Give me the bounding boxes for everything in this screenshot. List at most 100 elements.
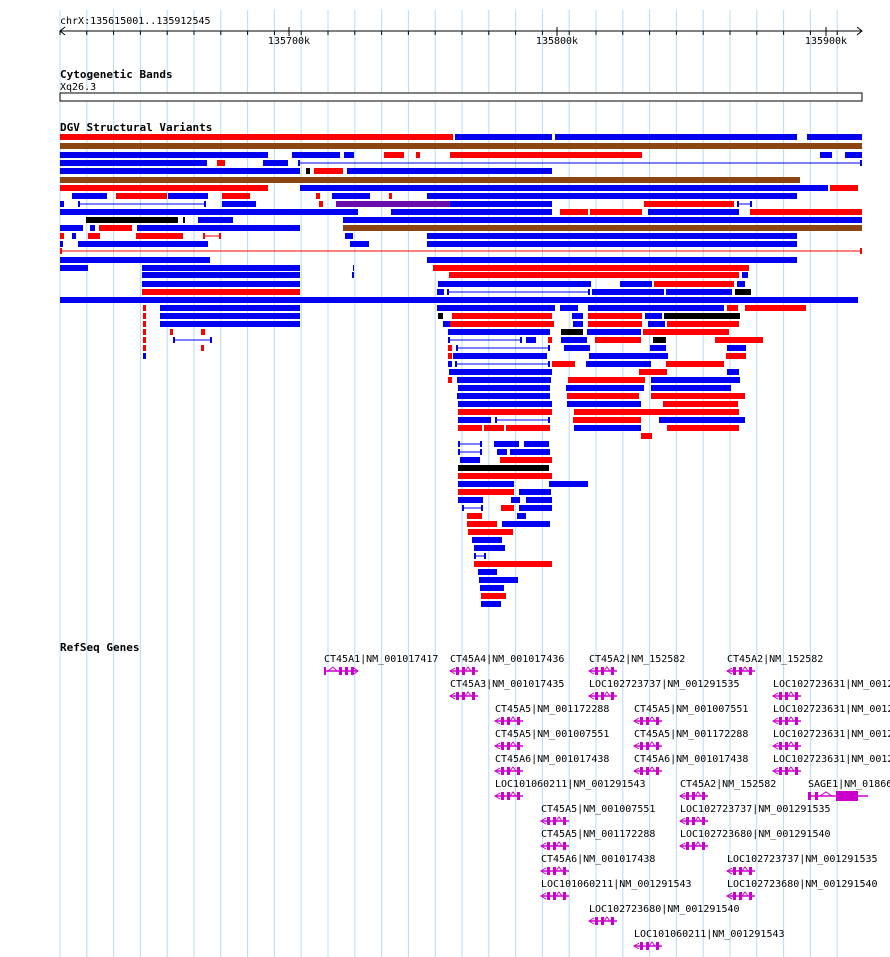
sv-feature[interactable] — [468, 529, 513, 535]
sv-feature[interactable] — [60, 134, 453, 140]
sv-feature[interactable] — [143, 305, 146, 311]
sv-feature[interactable] — [510, 449, 550, 455]
sv-feature[interactable] — [860, 248, 862, 254]
sv-feature[interactable] — [820, 152, 832, 158]
sv-feature[interactable] — [448, 337, 450, 343]
sv-feature[interactable] — [455, 134, 552, 140]
sv-feature[interactable] — [437, 305, 447, 311]
gene-feature[interactable]: CT45A5|NM_001007551 — [540, 804, 655, 825]
sv-feature[interactable] — [750, 201, 752, 207]
sv-feature[interactable] — [449, 369, 552, 375]
sv-feature[interactable] — [448, 377, 452, 383]
sv-feature[interactable] — [160, 305, 300, 311]
sv-feature[interactable] — [350, 241, 369, 247]
gene-feature[interactable]: LOC102723680|NM_001291540 — [588, 904, 740, 925]
sv-feature[interactable] — [586, 361, 651, 367]
ruler[interactable]: chrX:135615001..135912545 135700k 135800… — [59, 16, 863, 47]
sv-feature[interactable] — [201, 329, 205, 335]
sv-feature[interactable] — [651, 385, 731, 391]
sv-feature[interactable] — [568, 377, 645, 383]
sv-feature[interactable] — [116, 193, 167, 199]
sv-feature[interactable] — [548, 417, 550, 423]
sv-feature[interactable] — [344, 152, 354, 158]
sv-feature[interactable] — [548, 337, 552, 343]
sv-feature[interactable] — [143, 345, 146, 351]
gene-feature[interactable]: CT45A2|NM_152582 — [726, 654, 823, 675]
sv-feature[interactable] — [651, 393, 745, 399]
sv-feature[interactable] — [143, 321, 146, 327]
scroll-right-icon[interactable] — [856, 26, 863, 36]
sv-feature[interactable] — [99, 225, 132, 231]
sv-feature[interactable] — [448, 329, 550, 335]
gene-feature[interactable]: LOC102723680|NM_001291540 — [679, 829, 831, 850]
sv-feature[interactable] — [460, 457, 480, 463]
sv-feature[interactable] — [219, 233, 221, 239]
sv-feature[interactable] — [136, 233, 183, 239]
sv-feature[interactable] — [353, 265, 354, 271]
sv-feature[interactable] — [830, 185, 858, 191]
sv-feature[interactable] — [60, 265, 88, 271]
sv-feature[interactable] — [60, 233, 64, 239]
sv-feature[interactable] — [648, 321, 665, 327]
sv-feature[interactable] — [298, 160, 300, 166]
sv-feature[interactable] — [715, 337, 763, 343]
sv-feature[interactable] — [448, 345, 452, 351]
sv-feature[interactable] — [659, 417, 745, 423]
sv-feature[interactable] — [88, 233, 100, 239]
sv-feature[interactable] — [750, 209, 862, 215]
sv-feature[interactable] — [592, 289, 664, 295]
sv-feature[interactable] — [78, 241, 208, 247]
sv-feature[interactable] — [502, 521, 550, 527]
sv-feature[interactable] — [589, 353, 668, 359]
sv-feature[interactable] — [170, 329, 173, 335]
sv-feature[interactable] — [391, 209, 552, 215]
sv-feature[interactable] — [458, 481, 514, 487]
sv-feature[interactable] — [807, 134, 862, 140]
sv-feature[interactable] — [639, 369, 667, 375]
sv-feature[interactable] — [519, 489, 551, 495]
sv-feature[interactable] — [641, 433, 652, 439]
sv-feature[interactable] — [651, 377, 740, 383]
gene-feature[interactable]: LOC102723737|NM_001291535 — [588, 679, 740, 700]
sv-feature[interactable] — [347, 168, 552, 174]
gene-feature[interactable]: LOC102723631|NM_001291... — [772, 754, 890, 775]
sv-feature[interactable] — [548, 345, 550, 351]
sv-feature[interactable] — [645, 313, 662, 319]
sv-feature[interactable] — [292, 152, 340, 158]
sv-feature[interactable] — [561, 337, 587, 343]
sv-feature[interactable] — [481, 593, 506, 599]
sv-feature[interactable] — [60, 152, 268, 158]
sv-feature[interactable] — [389, 193, 392, 199]
gene-feature[interactable]: CT45A5|NM_001007551 — [494, 729, 609, 750]
sv-feature[interactable] — [648, 209, 739, 215]
sv-feature[interactable] — [654, 281, 734, 287]
sv-feature[interactable] — [60, 241, 63, 247]
sv-feature[interactable] — [427, 193, 797, 199]
sv-feature[interactable] — [526, 497, 552, 503]
refseq-track[interactable]: RefSeq Genes CT45A1|NM_001017417 CT45A4|N… — [60, 641, 890, 950]
sv-feature[interactable] — [78, 201, 80, 207]
sv-feature[interactable] — [438, 281, 591, 287]
sv-feature[interactable] — [201, 345, 204, 351]
sv-feature[interactable] — [458, 473, 552, 479]
sv-feature[interactable] — [203, 233, 205, 239]
dgv-track[interactable]: DGV Structural Variants — [60, 121, 862, 607]
sv-feature[interactable] — [60, 225, 83, 231]
sv-feature[interactable] — [560, 305, 578, 311]
sv-feature[interactable] — [142, 265, 300, 271]
gene-feature[interactable]: CT45A5|NM_001172288 — [494, 704, 609, 725]
sv-feature[interactable] — [860, 160, 862, 166]
sv-feature[interactable] — [198, 217, 233, 223]
sv-feature[interactable] — [588, 305, 724, 311]
gene-feature[interactable]: CT45A6|NM_001017438 — [494, 754, 609, 775]
sv-feature[interactable] — [526, 337, 536, 343]
sv-feature[interactable] — [450, 201, 552, 207]
sv-feature[interactable] — [474, 553, 476, 559]
sv-feature[interactable] — [595, 337, 641, 343]
sv-feature[interactable] — [506, 425, 550, 431]
sv-feature[interactable] — [548, 361, 550, 367]
sv-feature[interactable] — [458, 409, 552, 415]
sv-feature[interactable] — [495, 417, 497, 423]
gene-feature[interactable]: CT45A3|NM_001017435 — [449, 679, 564, 700]
sv-feature[interactable] — [143, 329, 146, 335]
